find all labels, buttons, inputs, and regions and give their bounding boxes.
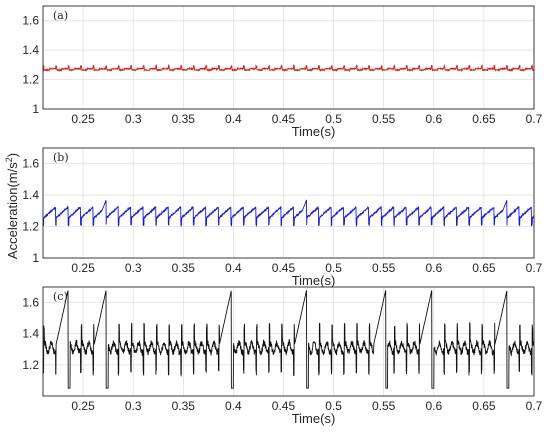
x-tick-label: 0.4 xyxy=(225,261,242,275)
y-tick-label: 1.2 xyxy=(22,358,39,372)
x-tick-label: 0.55 xyxy=(372,399,396,413)
y-axis-label: Acceleration(m/s2) xyxy=(4,153,20,259)
x-tick-label: 0.3 xyxy=(125,112,142,126)
x-tick-label: 0.65 xyxy=(472,112,496,126)
series-line-1 xyxy=(42,63,535,73)
y-tick-label: 1 xyxy=(32,102,39,116)
x-tick-label: 0.3 xyxy=(125,261,142,275)
x-tick-label: 0.4 xyxy=(225,399,242,413)
x-tick-label: 0.65 xyxy=(472,261,496,275)
y-tick-label: 1.6 xyxy=(22,157,39,171)
x-tick-label: 0.6 xyxy=(425,112,442,126)
x-tick-label: 0.7 xyxy=(526,112,543,126)
x-tick-label: 0.25 xyxy=(71,261,95,275)
y-tick-label: 1.6 xyxy=(22,14,39,28)
y-tick-label: 1.6 xyxy=(22,296,39,310)
x-tick-label: 0.25 xyxy=(71,112,95,126)
panel-label: (b) xyxy=(53,151,69,164)
x-tick-label: 0.6 xyxy=(425,399,442,413)
x-tick-label: 0.7 xyxy=(526,399,543,413)
x-axis-label: Time(s) xyxy=(292,411,336,426)
x-tick-label: 0.65 xyxy=(472,399,496,413)
x-tick-label: 0.7 xyxy=(526,261,543,275)
x-tick-label: 0.35 xyxy=(172,112,196,126)
panel-2: 0.25 0.3 0.35 0.4 0.45 0.5 0.55 0.6 0.65 0.7 1 1.2 1… xyxy=(22,147,543,288)
y-tick-label: 1.4 xyxy=(22,327,39,341)
x-tick-label: 0.45 xyxy=(272,261,296,275)
x-tick-label: 0.3 xyxy=(125,399,142,413)
x-axis-label: Time(s) xyxy=(292,273,336,288)
y-tick-label: 1.4 xyxy=(22,188,39,202)
x-tick-label: 0.35 xyxy=(172,261,196,275)
y-tick-label: 1.2 xyxy=(22,73,39,87)
plot-frame xyxy=(42,5,535,110)
y-tick-label: 1.4 xyxy=(22,43,39,57)
panel-3: 0.25 0.3 0.35 0.4 0.45 0.5 0.55 0.6 0.65 0.7 1.2 1.… xyxy=(22,286,543,426)
series-line-2 xyxy=(42,199,535,228)
panel-label: (a) xyxy=(53,9,68,22)
series-line-3 xyxy=(42,290,535,389)
x-tick-label: 0.45 xyxy=(272,112,296,126)
x-tick-label: 0.25 xyxy=(71,399,95,413)
x-tick-label: 0.4 xyxy=(225,112,242,126)
x-tick-label: 0.55 xyxy=(372,261,396,275)
x-tick-label: 0.5 xyxy=(325,112,342,126)
plot-frame xyxy=(42,147,535,259)
x-tick-label: 0.6 xyxy=(425,261,442,275)
x-tick-label: 0.5 xyxy=(325,261,342,275)
y-tick-label: 1 xyxy=(32,251,39,265)
x-tick-label: 0.45 xyxy=(272,399,296,413)
panel-label: (c) xyxy=(53,290,68,303)
plot-frame xyxy=(42,286,535,397)
x-tick-label: 0.55 xyxy=(372,112,396,126)
panel-1: 0.25 0.3 0.35 0.4 0.45 0.5 0.55 0.6 0.65 0.7 1 1.2 1… xyxy=(22,5,543,139)
x-tick-label: 0.35 xyxy=(172,399,196,413)
y-tick-label: 1.2 xyxy=(22,220,39,234)
x-axis-label: Time(s) xyxy=(292,124,336,139)
x-tick-label: 0.5 xyxy=(325,399,342,413)
